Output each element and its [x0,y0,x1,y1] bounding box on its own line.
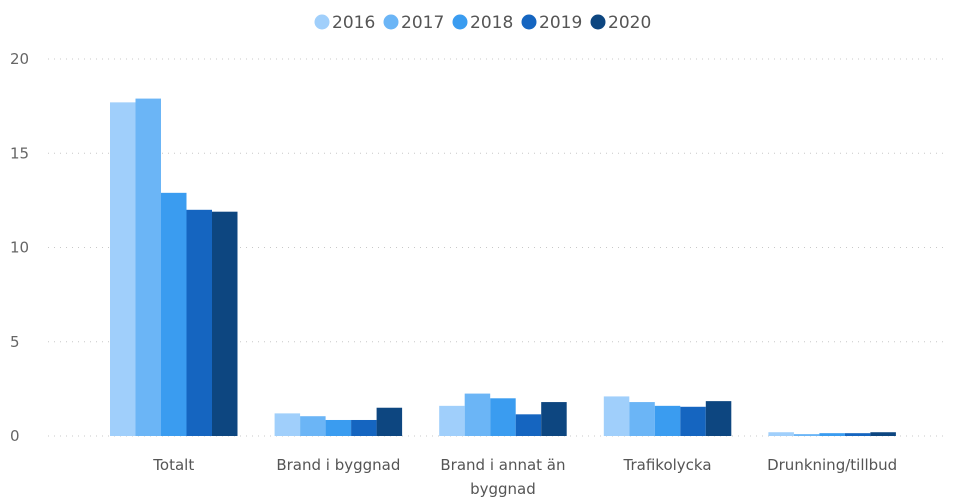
x-tick-label-1: Brand i byggnad [276,456,400,474]
bar-2018-4 [819,433,845,436]
bar-2016-3 [603,396,630,436]
bar-2019-3 [680,406,706,436]
bar-2019-2 [515,414,542,436]
bar-2020-2 [541,402,567,436]
x-tick-label-line: Brand i byggnad [276,456,400,474]
x-tick-label-4: Drunkning/tillbud [767,456,897,474]
bar-2018-2 [490,398,516,436]
y-tick-label-5: 5 [10,333,20,351]
bar-2017-2 [464,393,491,436]
x-tick-label-0: Totalt [152,456,194,474]
legend-label-2020: 2020 [608,13,651,33]
legend-marker-2019 [521,14,537,30]
x-tick-label-2: Brand i annat än byggnad [440,456,565,498]
y-tick-label-15: 15 [10,144,29,162]
bar-2019-4 [844,433,871,436]
legend-marker-2017 [383,14,399,30]
bar-2016-0 [110,102,136,437]
legend-marker-2016 [314,14,330,30]
x-tick-label-3: Trafikolycka [623,456,712,474]
x-tick-label-line: Trafikolycka [623,456,712,474]
legend-marker-2020 [590,14,606,30]
legend-label-2018: 2018 [470,13,513,33]
bar-2017-0 [135,98,161,436]
bar-2017-1 [300,416,326,436]
bar-2018-3 [654,405,681,436]
legend-label-2019: 2019 [539,13,582,33]
x-tick-label-line: byggnad [470,480,536,498]
x-tick-label-line: Drunkning/tillbud [767,456,897,474]
bar-2020-1 [376,407,403,436]
bar-2018-1 [325,419,352,436]
bar-2017-3 [629,402,655,436]
bar-2016-4 [768,432,794,436]
legend-label-2016: 2016 [332,13,375,33]
bar-2019-1 [351,419,377,436]
bar-2016-1 [274,413,301,436]
y-tick-label-10: 10 [10,239,29,257]
bar-2020-4 [870,432,896,436]
bar-2019-0 [186,209,212,436]
y-tick-label-0: 0 [10,427,20,445]
x-tick-label-line: Totalt [152,456,194,474]
x-tick-label-line: Brand i annat än [440,456,565,474]
bar-2017-4 [793,434,820,436]
bar-2020-3 [705,401,732,436]
legend-label-2017: 2017 [401,13,444,33]
bar-2016-2 [439,405,465,436]
bar-2018-0 [161,192,187,436]
y-tick-label-20: 20 [10,50,29,68]
legend-marker-2018 [452,14,468,30]
bar-2020-0 [212,211,238,436]
